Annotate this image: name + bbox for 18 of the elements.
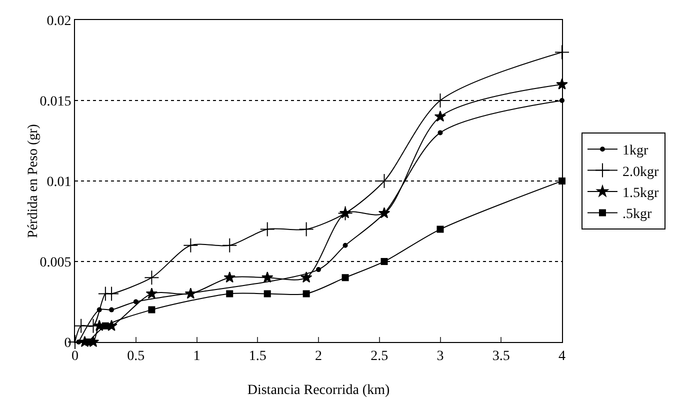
legend-label: 1.5kgr (622, 186, 659, 201)
y-tick-label: 0.015 (40, 94, 72, 110)
y-axis-title: Pérdida en Peso (gr) (26, 124, 41, 238)
x-tick-label: 1 (193, 348, 200, 364)
legend-label: 2.0kgr (622, 164, 659, 180)
x-tick-label: 0.5 (127, 348, 145, 364)
x-tick-label: 3 (436, 348, 444, 364)
x-tick-label: 1.5 (248, 348, 266, 364)
x-tick-label: 3.5 (492, 348, 510, 364)
y-tick-label: 0.02 (46, 14, 72, 29)
x-axis-title: Distancia Recorrida (km) (247, 383, 390, 398)
x-tick-label: 2 (315, 348, 322, 364)
x-tick-label: 4 (558, 348, 566, 364)
legend-label: 1kgr (622, 144, 648, 159)
y-tick-label: 0.005 (40, 255, 72, 270)
y-tick-label: 0.01 (46, 174, 72, 190)
legend-label: .5kgr (622, 207, 652, 222)
x-tick-label: 2.5 (370, 348, 388, 364)
